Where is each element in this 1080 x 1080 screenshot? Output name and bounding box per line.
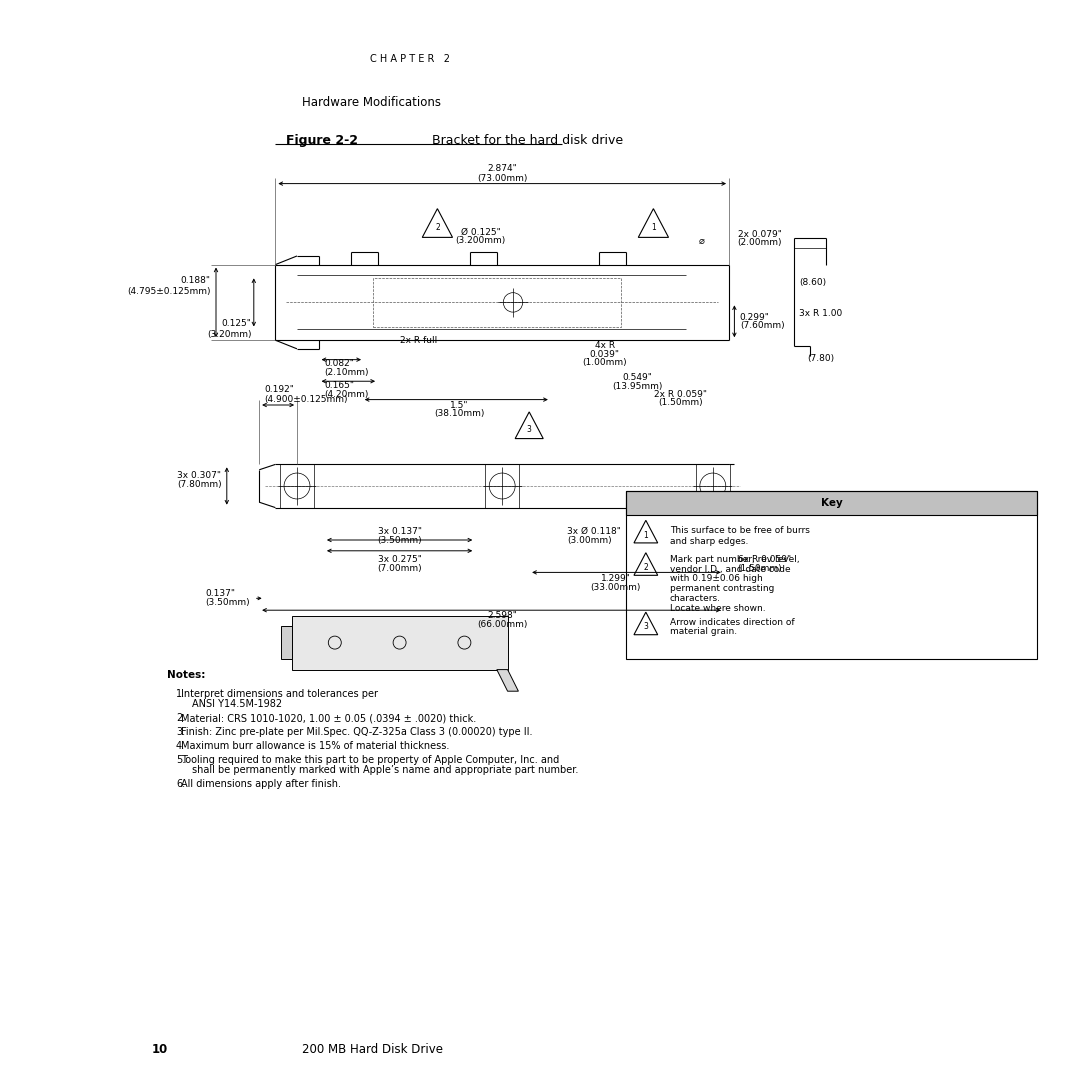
- Text: This surface to be free of burrs: This surface to be free of burrs: [670, 526, 810, 535]
- Text: Key: Key: [821, 498, 842, 509]
- Polygon shape: [292, 616, 508, 670]
- Text: shall be permanently marked with Apple’s name and appropriate part number.: shall be permanently marked with Apple’s…: [192, 765, 579, 775]
- Text: Notes:: Notes:: [167, 670, 206, 680]
- Text: Maximum burr allowance is 15% of material thickness.: Maximum burr allowance is 15% of materia…: [181, 741, 449, 752]
- Text: Ø 0.125": Ø 0.125": [461, 228, 500, 237]
- Text: Mark part number, rev level,: Mark part number, rev level,: [670, 555, 799, 564]
- Text: 2: 2: [644, 563, 648, 572]
- Text: Arrow indicates direction of: Arrow indicates direction of: [670, 618, 794, 626]
- Text: 1.: 1.: [176, 689, 185, 700]
- Text: 3.: 3.: [176, 727, 185, 738]
- Text: (4.20mm): (4.20mm): [324, 390, 368, 399]
- Text: (2.00mm): (2.00mm): [738, 239, 782, 247]
- Text: (8.60): (8.60): [799, 279, 826, 287]
- Text: 0.137": 0.137": [205, 590, 235, 598]
- Text: and sharp edges.: and sharp edges.: [670, 537, 748, 545]
- Text: (73.00mm): (73.00mm): [477, 174, 527, 183]
- Text: (7.80): (7.80): [807, 354, 835, 363]
- Text: 3: 3: [527, 424, 531, 434]
- Text: C H A P T E R   2: C H A P T E R 2: [370, 54, 450, 65]
- Bar: [626, 491, 1037, 515]
- Text: 1: 1: [644, 530, 648, 540]
- Text: ⌀: ⌀: [699, 235, 705, 246]
- Text: Locate where shown.: Locate where shown.: [670, 604, 766, 612]
- Text: 6.: 6.: [176, 779, 185, 789]
- Text: (33.00mm): (33.00mm): [591, 583, 640, 592]
- Text: (2.10mm): (2.10mm): [324, 368, 368, 377]
- Text: All dimensions apply after finish.: All dimensions apply after finish.: [181, 779, 341, 789]
- Text: 2: 2: [435, 224, 440, 232]
- Text: 10: 10: [151, 1043, 167, 1056]
- Text: Material: CRS 1010-1020, 1.00 ± 0.05 (.0394 ± .0020) thick.: Material: CRS 1010-1020, 1.00 ± 0.05 (.0…: [181, 713, 476, 724]
- Text: 0.549": 0.549": [622, 374, 652, 382]
- Text: (13.95mm): (13.95mm): [612, 382, 662, 391]
- Text: (3.50mm): (3.50mm): [377, 536, 422, 544]
- Text: (1.50mm): (1.50mm): [658, 399, 703, 407]
- Text: 3x R 1.00: 3x R 1.00: [799, 309, 842, 318]
- Text: Interpret dimensions and tolerances per: Interpret dimensions and tolerances per: [181, 689, 378, 700]
- Text: with 0.19±0.06 high: with 0.19±0.06 high: [670, 575, 762, 583]
- Text: 4.: 4.: [176, 741, 185, 752]
- Text: 2x R full: 2x R full: [400, 336, 436, 345]
- Text: (3.50mm): (3.50mm): [205, 598, 249, 607]
- Text: Figure 2-2: Figure 2-2: [286, 134, 359, 147]
- Polygon shape: [497, 670, 518, 691]
- Text: (4.900±0.125mm): (4.900±0.125mm): [265, 395, 348, 404]
- Text: 2.: 2.: [176, 713, 186, 724]
- Text: (66.00mm): (66.00mm): [477, 620, 527, 629]
- Text: (3.200mm): (3.200mm): [456, 237, 505, 245]
- Bar: [626, 491, 1037, 659]
- Text: 0.039": 0.039": [590, 350, 620, 359]
- Text: (7.00mm): (7.00mm): [377, 564, 422, 572]
- Text: Tooling required to make this part to be property of Apple Computer, Inc. and: Tooling required to make this part to be…: [181, 755, 559, 766]
- Text: 200 MB Hard Disk Drive: 200 MB Hard Disk Drive: [302, 1043, 444, 1056]
- Text: 2.874": 2.874": [487, 164, 517, 173]
- Text: (7.60mm): (7.60mm): [740, 321, 784, 329]
- Text: 2x 0.079": 2x 0.079": [738, 230, 782, 239]
- Text: 0.192": 0.192": [265, 386, 295, 394]
- Text: 1.299": 1.299": [600, 575, 631, 583]
- Text: 0.082": 0.082": [324, 360, 354, 368]
- Text: 4x R: 4x R: [595, 341, 615, 350]
- Text: 0.165": 0.165": [324, 381, 354, 390]
- Text: 3x 0.275": 3x 0.275": [378, 555, 421, 564]
- Text: 0.125": 0.125": [221, 320, 252, 328]
- Bar: [280, 464, 314, 508]
- Text: (4.795±0.125mm): (4.795±0.125mm): [127, 287, 211, 296]
- Text: 2x R 0.059": 2x R 0.059": [653, 390, 707, 399]
- Bar: [373, 278, 621, 327]
- Text: (3.00mm): (3.00mm): [567, 536, 611, 544]
- Text: 3: 3: [644, 622, 648, 632]
- Text: 0.188": 0.188": [180, 276, 211, 285]
- Text: 2.598": 2.598": [487, 611, 517, 620]
- Text: 0.299": 0.299": [740, 313, 770, 322]
- Text: Finish: Zinc pre-plate per Mil.Spec. QQ-Z-325a Class 3 (0.00020) type II.: Finish: Zinc pre-plate per Mil.Spec. QQ-…: [181, 727, 532, 738]
- Text: ANSI Y14.5M-1982: ANSI Y14.5M-1982: [192, 699, 282, 710]
- Text: 3x 0.137": 3x 0.137": [378, 527, 421, 536]
- Text: Bracket for the hard disk drive: Bracket for the hard disk drive: [432, 134, 623, 147]
- Polygon shape: [281, 626, 292, 659]
- Text: permanent contrasting: permanent contrasting: [670, 584, 774, 593]
- Text: characters.: characters.: [670, 594, 720, 603]
- Text: (7.80mm): (7.80mm): [177, 481, 221, 489]
- Text: 3x Ø 0.118": 3x Ø 0.118": [567, 527, 621, 536]
- Text: vendor I.D., and date code: vendor I.D., and date code: [670, 565, 791, 573]
- Text: 1: 1: [651, 224, 656, 232]
- Text: material grain.: material grain.: [670, 627, 737, 636]
- Text: (1.50mm): (1.50mm): [738, 564, 782, 572]
- Text: 1.5": 1.5": [449, 401, 469, 409]
- Bar: [485, 464, 519, 508]
- Text: 5.: 5.: [176, 755, 186, 766]
- Text: (38.10mm): (38.10mm): [434, 409, 484, 418]
- Text: 3x 0.307": 3x 0.307": [177, 471, 221, 480]
- Bar: [696, 464, 730, 508]
- Text: (3.20mm): (3.20mm): [207, 330, 252, 339]
- Text: (1.00mm): (1.00mm): [582, 359, 627, 367]
- Text: 6x R 0.059": 6x R 0.059": [738, 555, 791, 564]
- Text: Hardware Modifications: Hardware Modifications: [302, 96, 442, 109]
